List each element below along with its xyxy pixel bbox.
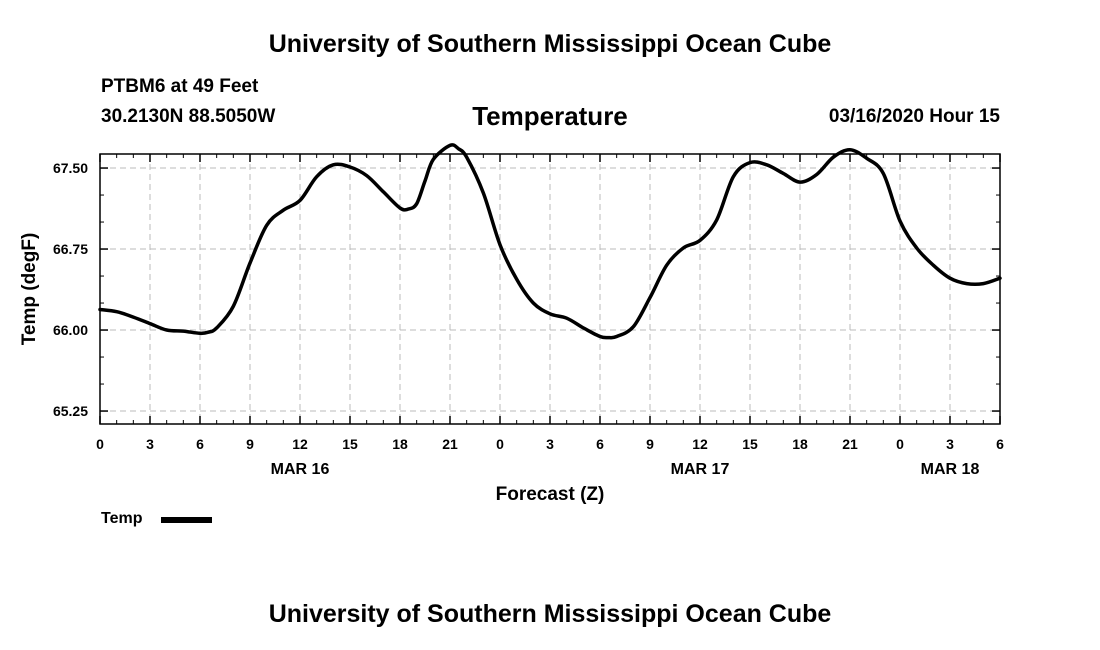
x-tick-label: 12 [692,436,708,452]
x-tick-label: 12 [292,436,308,452]
forecast-datetime: 03/16/2020 Hour 15 [828,106,1000,127]
x-tick-label: 3 [546,436,554,452]
x-tick-label: 0 [896,436,904,452]
bottom-title: University of Southern Mississippi Ocean… [268,600,832,628]
x-tick-label: 15 [342,436,358,452]
x-tick-label: 3 [146,436,154,452]
x-tick-label: 21 [442,436,458,452]
legend-label: Temp [101,510,143,527]
plot-frame [99,153,1001,425]
x-day-label: MAR 18 [921,461,980,478]
y-axis-title: Temp (degF) [19,233,40,346]
x-tick-label: 0 [496,436,504,452]
x-tick-label: 9 [246,436,254,452]
x-tick-label: 18 [792,436,808,452]
y-tick-label: 66.00 [53,322,88,338]
top-title: University of Southern Mississippi Ocean… [268,30,832,58]
station-name: PTBM6 at 49 Feet [101,76,259,97]
x-tick-label: 6 [996,436,1004,452]
x-tick-label: 9 [646,436,654,452]
x-day-label: MAR 16 [271,461,330,478]
x-tick-label: 6 [596,436,604,452]
station-coords: 30.2130N 88.5050W [101,106,276,127]
x-tick-label: 6 [196,436,204,452]
x-tick-label: 3 [946,436,954,452]
x-tick-label: 18 [392,436,408,452]
y-tick-label: 65.25 [53,403,88,419]
y-tick-label: 67.50 [53,160,88,176]
x-tick-label: 21 [842,436,858,452]
chart-title: Temperature [472,101,628,131]
x-tick-label: 0 [96,436,104,452]
x-axis-title: Forecast (Z) [496,484,605,505]
legend-line-swatch [161,517,212,523]
x-day-label: MAR 17 [671,461,730,478]
x-tick-label: 15 [742,436,758,452]
y-tick-label: 66.75 [53,241,88,257]
temp-series-line [98,143,1002,340]
